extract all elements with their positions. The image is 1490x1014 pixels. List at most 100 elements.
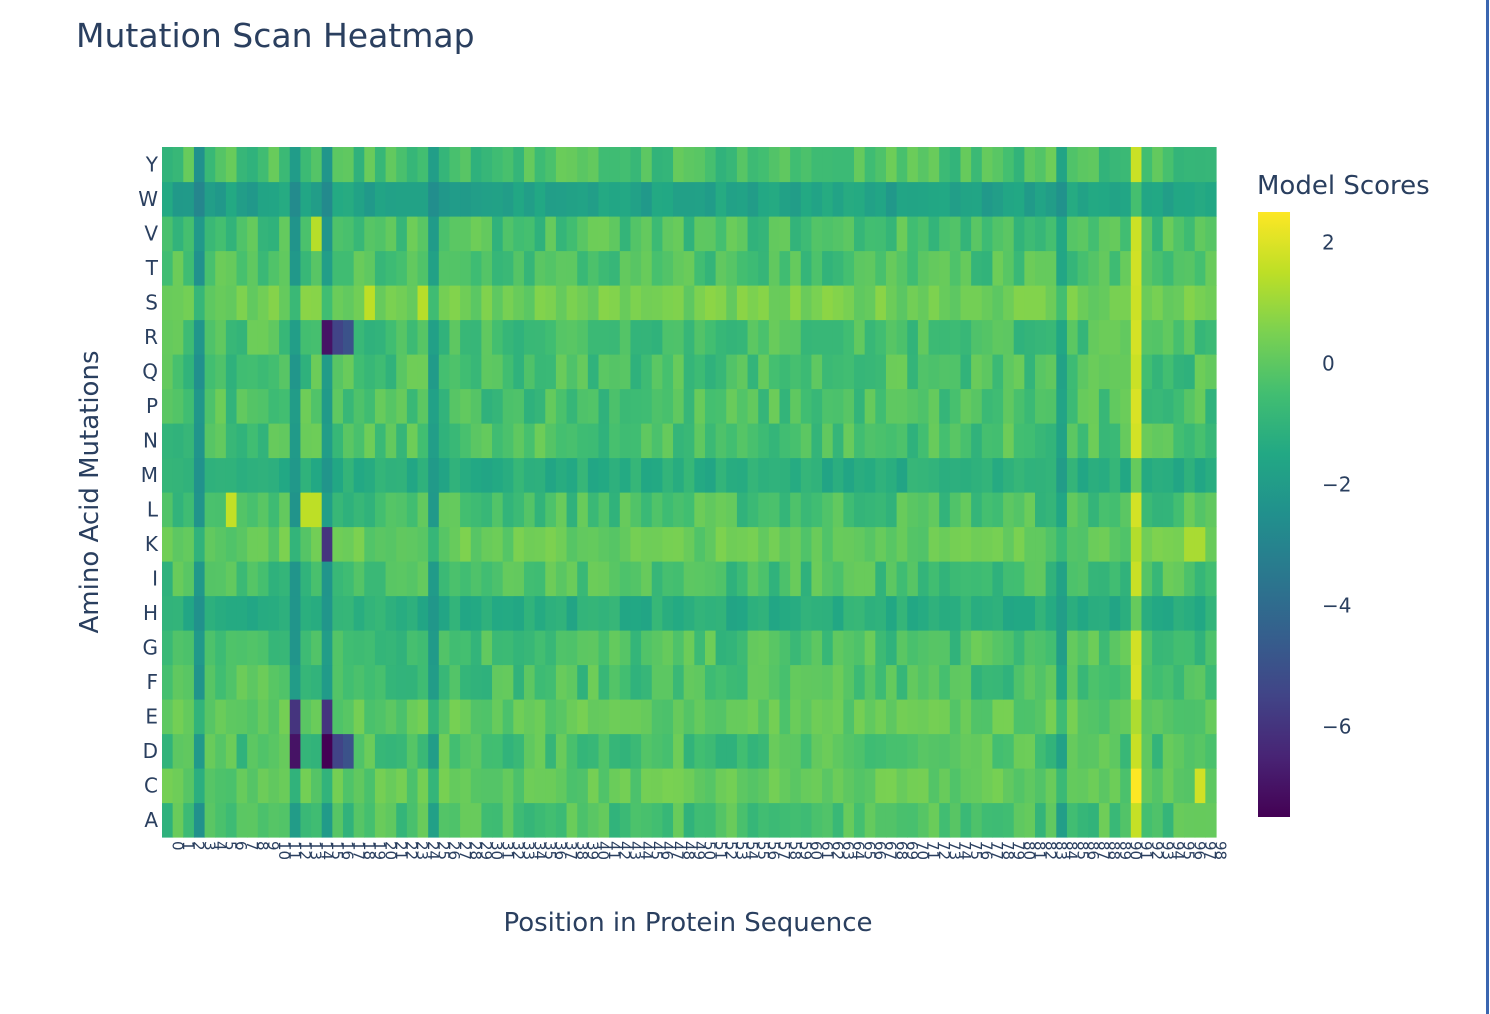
heatmap-cell (183, 423, 195, 459)
heatmap-cell (1066, 354, 1079, 390)
heatmap-cell (651, 768, 663, 804)
heatmap-cell (1162, 319, 1175, 355)
heatmap-cell (1056, 423, 1068, 459)
heatmap-cell (736, 250, 749, 286)
heatmap-cell (1066, 319, 1079, 355)
heatmap-cell (598, 250, 610, 286)
heatmap-cell (1162, 526, 1175, 562)
heatmap-cell (747, 285, 759, 321)
heatmap-cell (321, 423, 333, 459)
heatmap-cell (673, 457, 685, 493)
heatmap-cell (662, 457, 674, 493)
x-tick-label: 6 (232, 841, 250, 851)
heatmap-cell (1173, 457, 1185, 493)
heatmap-cell (342, 492, 355, 528)
heatmap-cell (726, 285, 738, 321)
heatmap-cell (704, 561, 717, 597)
heatmap-cell (577, 216, 589, 252)
x-tick-label: 86 (1084, 841, 1102, 860)
x-tick-label: 60 (807, 841, 825, 860)
heatmap-cell (460, 630, 472, 666)
heatmap-cell (502, 216, 514, 252)
heatmap-cell (971, 354, 983, 390)
heatmap-cell (694, 699, 706, 735)
heatmap-cell (545, 354, 557, 390)
heatmap-cell (257, 595, 270, 631)
heatmap-cell (875, 733, 887, 769)
heatmap-cell (1141, 388, 1153, 424)
heatmap-cell (1120, 492, 1132, 528)
heatmap-cell (215, 285, 227, 321)
heatmap-cell (928, 423, 940, 459)
heatmap-cell (513, 388, 525, 424)
heatmap-cell (864, 181, 876, 217)
heatmap-cell (566, 423, 578, 459)
heatmap-cell (683, 457, 695, 493)
heatmap-cell (492, 354, 504, 390)
heatmap-cell (353, 664, 365, 700)
heatmap-cell (992, 285, 1004, 321)
heatmap-cell (204, 630, 216, 666)
heatmap-cell (673, 216, 685, 252)
heatmap-cell (875, 354, 887, 390)
heatmap-cell (768, 768, 781, 804)
heatmap-cell (939, 147, 951, 183)
heatmap-cell (1205, 595, 1217, 631)
heatmap-cell (470, 423, 482, 459)
heatmap-cell (854, 630, 866, 666)
heatmap-cell (1152, 147, 1164, 183)
heatmap-cell (492, 285, 504, 321)
heatmap-cell (183, 147, 195, 183)
heatmap-cell (981, 457, 994, 493)
heatmap-cell (704, 147, 717, 183)
heatmap-cell (1194, 768, 1206, 804)
heatmap-cell (619, 492, 632, 528)
heatmap-cell (300, 630, 312, 666)
heatmap-cell (428, 388, 440, 424)
heatmap-cell (534, 354, 546, 390)
heatmap-cell (162, 768, 174, 804)
heatmap-cell (822, 457, 834, 493)
heatmap-cell (981, 802, 994, 838)
heatmap-cell (364, 561, 376, 597)
heatmap-cell (598, 561, 610, 597)
heatmap-cell (183, 388, 195, 424)
heatmap-cell (1194, 319, 1206, 355)
heatmap-cell (651, 699, 663, 735)
heatmap-cell (257, 630, 270, 666)
heatmap-cell (193, 181, 206, 217)
heatmap-cell (747, 354, 759, 390)
heatmap-cell (673, 492, 685, 528)
heatmap-cell (1003, 457, 1015, 493)
heatmap-cell (438, 630, 451, 666)
heatmap-cell (811, 250, 823, 286)
heatmap-cell (289, 388, 302, 424)
heatmap-cell (928, 216, 940, 252)
heatmap-cell (300, 492, 312, 528)
x-tick-label: 42 (615, 841, 633, 860)
heatmap-cell (971, 802, 983, 838)
heatmap-cell (460, 423, 472, 459)
heatmap-cell (364, 492, 376, 528)
x-tick-label: 26 (445, 841, 463, 860)
heatmap-cell (747, 492, 759, 528)
heatmap-cell (257, 388, 270, 424)
heatmap-cell (417, 561, 429, 597)
heatmap-cell (406, 285, 419, 321)
heatmap-cell (225, 526, 238, 562)
heatmap-cell (1109, 285, 1121, 321)
heatmap-cell (385, 285, 397, 321)
heatmap-cell (460, 802, 472, 838)
heatmap-cell (449, 561, 461, 597)
heatmap-cell (417, 526, 429, 562)
heatmap-cell (630, 492, 642, 528)
heatmap-cell (555, 664, 568, 700)
heatmap-cell (949, 526, 962, 562)
heatmap-cell (800, 802, 813, 838)
heatmap-cell (555, 630, 568, 666)
y-tick-label: Q (142, 359, 158, 383)
x-tick-label: 51 (711, 841, 729, 860)
heatmap-cell (832, 802, 844, 838)
heatmap-cell (332, 319, 344, 355)
heatmap-cell (832, 250, 844, 286)
